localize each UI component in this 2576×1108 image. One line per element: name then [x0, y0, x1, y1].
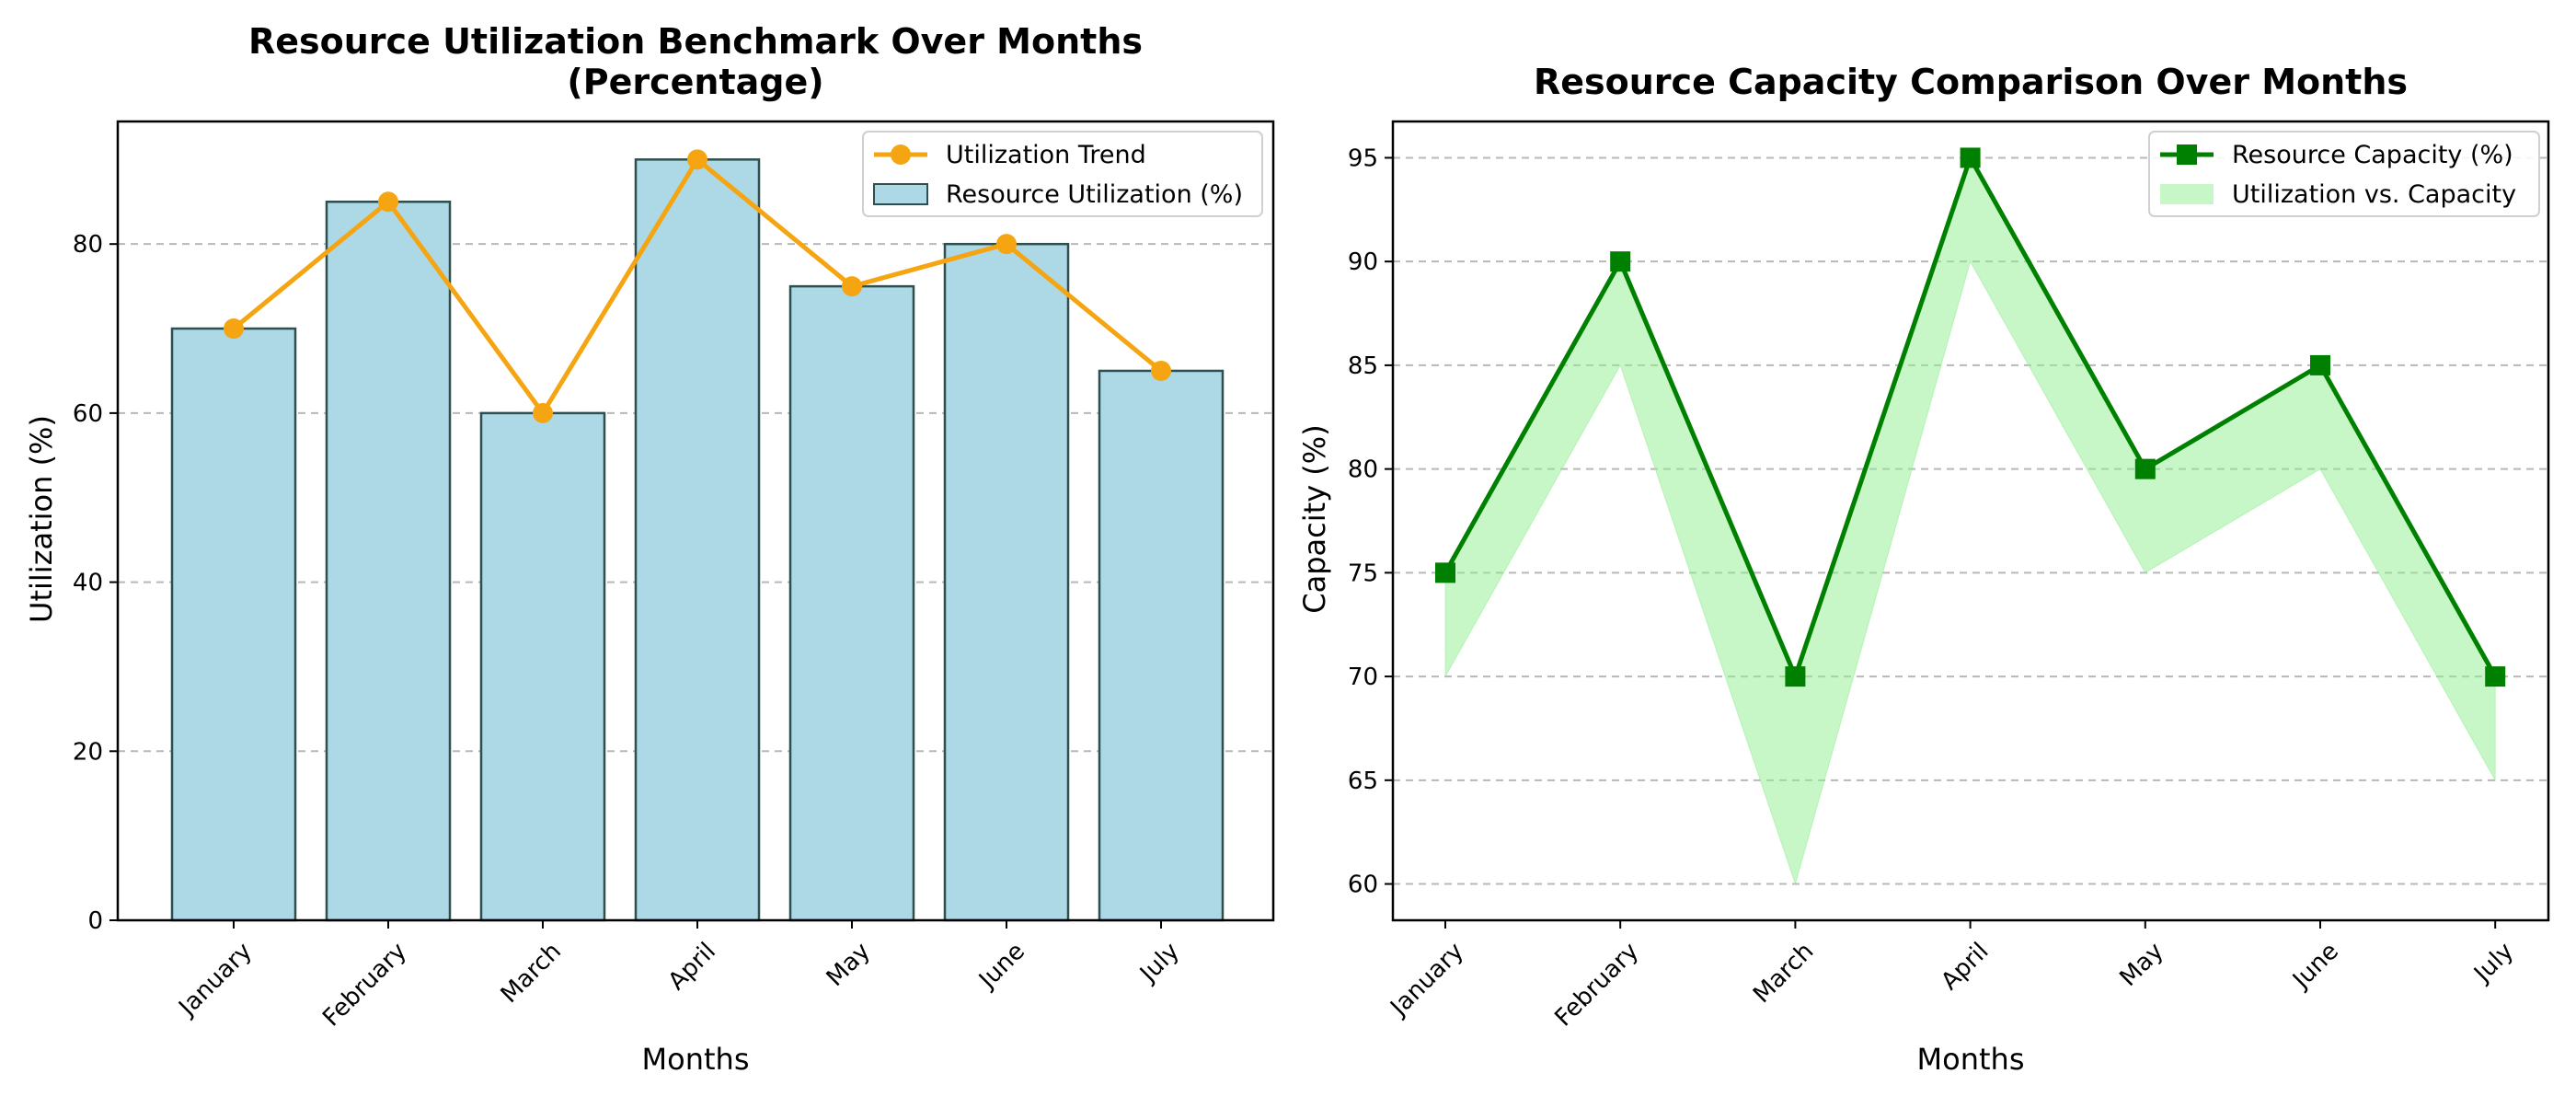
right-y-tick-label: 90: [1348, 248, 1378, 276]
left-legend: Utilization Trend Resource Utilization (%…: [862, 131, 1263, 217]
right-y-axis-label: Capacity (%): [1297, 424, 1332, 613]
left-y-tick-label: 80: [73, 231, 103, 259]
left-trend-point-april: [687, 149, 707, 170]
right-capacity-point-july: [2485, 666, 2506, 687]
left-y-tick-label: 40: [73, 570, 103, 597]
left-chart-title-line1: Resource Utilization Benchmark Over Mont…: [248, 21, 1143, 62]
right-capacity-point-may: [2134, 458, 2156, 479]
left-trend-point-may: [842, 276, 862, 297]
left-bar-january: [170, 327, 297, 922]
right-capacity-point-january: [1435, 562, 1455, 583]
left-y-tick-label: 0: [87, 907, 103, 935]
right-legend: Resource Capacity (%) Utilization vs. Cap…: [2148, 131, 2540, 217]
right-plot-area: 60 65 70 75 80 85 90 95 January February March Apri…: [1348, 120, 2550, 1033]
right-x-tick-label: July: [2467, 938, 2519, 989]
right-legend-box: [2148, 131, 2540, 217]
right-x-axis-label: Months: [1917, 1042, 2025, 1077]
right-legend-marker-swatch: [2177, 144, 2197, 165]
left-x-tick-label: June: [972, 938, 1030, 996]
left-y-tick-label: 60: [73, 400, 103, 428]
right-x-tick-label: January: [1385, 938, 1469, 1022]
left-plot-frame: [116, 120, 1275, 922]
left-trend-point-february: [378, 191, 398, 213]
left-x-tick-label: May: [822, 938, 876, 992]
left-legend-marker-swatch: [891, 144, 911, 165]
right-legend-label-capacity: Resource Capacity (%): [2232, 141, 2513, 169]
left-y-axis-label: Utilization (%): [24, 415, 59, 623]
left-bar-march: [479, 411, 606, 922]
left-trend-point-january: [224, 318, 244, 340]
left-x-tick-label: July: [1133, 938, 1185, 989]
left-x-axis-label: Months: [642, 1042, 750, 1077]
right-chart-title: Resource Capacity Comparison Over Months: [1534, 62, 2408, 102]
left-x-tick-label: March: [496, 938, 567, 1009]
right-capacity-point-february: [1610, 251, 1631, 272]
left-trend-point-march: [533, 402, 553, 423]
left-legend-label-bars: Resource Utilization (%): [946, 180, 1243, 209]
left-bar-june: [943, 242, 1070, 922]
right-y-tick-label: 85: [1348, 352, 1378, 380]
left-trend-point-july: [1151, 360, 1171, 381]
right-x-tick-label: April: [1936, 938, 1994, 996]
right-legend-label-fill: Utilization vs. Capacity: [2232, 180, 2516, 209]
right-x-tick-label: May: [2115, 938, 2169, 992]
right-capacity-point-april: [1960, 147, 1981, 168]
right-y-tick-label: 65: [1348, 768, 1378, 795]
left-bar-may: [788, 284, 915, 922]
right-fill-between-area: [1444, 156, 2496, 886]
left-chart-title-line2: (Percentage): [567, 62, 823, 102]
left-trend-point-june: [996, 234, 1017, 255]
left-y-tick-label: 20: [73, 738, 103, 766]
right-x-tick-label: June: [2286, 938, 2344, 996]
left-bar-april: [634, 158, 761, 922]
left-x-tick-label: April: [663, 938, 721, 996]
right-y-tick-label: 70: [1348, 664, 1378, 691]
left-bar-july: [1098, 369, 1225, 922]
right-legend-fill-swatch: [2160, 184, 2214, 204]
right-capacity-point-june: [2310, 354, 2330, 375]
left-x-tick-label: January: [173, 938, 258, 1022]
right-capacity-point-march: [1785, 666, 1806, 687]
left-plot-area: 0 20 40 60 80 January February March April May Jun…: [73, 120, 1275, 1033]
right-x-tick-label: March: [1748, 938, 1819, 1009]
right-y-tick-label: 75: [1348, 560, 1378, 587]
left-legend-label-trend: Utilization Trend: [946, 141, 1146, 169]
left-bar-february: [325, 201, 452, 922]
right-y-tick-label: 80: [1348, 456, 1378, 484]
right-x-tick-label: February: [1549, 938, 1644, 1033]
right-y-tick-label: 60: [1348, 871, 1378, 899]
left-x-tick-label: February: [317, 938, 412, 1033]
right-y-tick-label: 95: [1348, 144, 1378, 172]
left-legend-box: [862, 131, 1263, 217]
left-legend-bar-swatch: [873, 183, 928, 205]
